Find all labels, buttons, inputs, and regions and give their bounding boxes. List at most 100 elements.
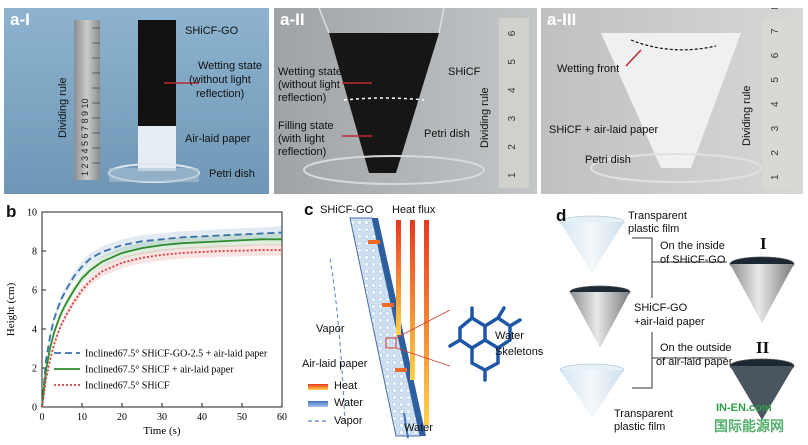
x-tick-label: 40 — [197, 412, 207, 423]
petri-dish — [590, 153, 762, 183]
panel-c: c SHiCF-GO Heat flux Vapor Air-laid pape… — [300, 198, 550, 445]
black-strip — [138, 20, 176, 128]
legend-water-label: Water — [334, 397, 363, 409]
dividing-rule-label: Dividing rule — [479, 87, 491, 148]
y-tick-label: 4 — [32, 325, 37, 336]
white-cone — [601, 33, 741, 168]
plastic2-label: plastic film — [614, 421, 666, 433]
clear-cone-bottom — [560, 370, 624, 418]
ruler — [74, 20, 100, 180]
on-outside-label: On the outside — [660, 342, 732, 354]
ruler-digits: 1 2 3 4 5 6 — [507, 20, 518, 178]
panel-d: d Transparent plastic film On the inside… — [552, 198, 808, 445]
legend-label-3: Inclined67.5° SHiCF — [85, 381, 170, 392]
panel-a2: a-II Wetting state (without light reflec… — [274, 8, 537, 194]
result-cone-1 — [730, 264, 794, 323]
panel-c-diagram — [308, 217, 522, 439]
roman-two: II — [756, 338, 770, 357]
black-cone — [329, 33, 439, 173]
heat-flux-bar-1 — [396, 220, 401, 335]
ruler-digits: 1 2 3 4 5 6 7 8 9 10 — [80, 98, 90, 176]
without-light-label: (without light — [189, 74, 251, 86]
x-tick-label: 10 — [77, 412, 87, 423]
legend-water-swatch — [308, 401, 328, 407]
vapor-label: Vapor — [316, 323, 345, 335]
plastic1-label: plastic film — [628, 223, 680, 235]
panel-tag-b: b — [6, 202, 17, 221]
skeleton-network — [448, 306, 522, 382]
y-tick-label: 6 — [32, 286, 37, 297]
x-tick-label: 20 — [117, 412, 127, 423]
panel-tag-c: c — [304, 200, 314, 219]
x-tick-label: 30 — [157, 412, 167, 423]
water-bottom-label: Water — [404, 422, 433, 434]
ruler — [763, 18, 795, 188]
x-tick-label: 60 — [277, 412, 287, 423]
on-inside-label: On the inside — [660, 240, 725, 252]
petri-dish — [303, 155, 485, 185]
reflection-label: reflection) — [278, 92, 327, 104]
y-tick-label: 10 — [27, 208, 37, 219]
clear-cone-top — [560, 222, 624, 273]
air-laid-label: Air-laid paper — [302, 358, 368, 370]
y-tick-label: 8 — [32, 247, 37, 258]
air-laid-label: +air-laid paper — [634, 316, 705, 328]
roman-one: I — [760, 234, 767, 253]
dividing-rule-label: Dividing rule — [57, 77, 69, 138]
series-line-1 — [41, 231, 283, 408]
x-axis-label: Time (s) — [143, 425, 181, 437]
y-axis-label: Height (cm) — [5, 282, 17, 336]
filling-state-label: Filling state — [278, 120, 334, 132]
shicf-go-label: SHiCF-GO — [320, 204, 374, 216]
x-tick-label: 50 — [237, 412, 247, 423]
panel-d-diagram — [559, 215, 795, 420]
legend-vapor-label: Vapor — [334, 415, 363, 427]
panel-a1-photo — [4, 8, 269, 194]
heat-flux-bar-2 — [410, 220, 415, 380]
y-tick-label: 2 — [32, 364, 37, 375]
transparent2-label: Transparent — [614, 408, 673, 420]
watermark-line1: IN-EN.com — [716, 402, 772, 414]
panel-tag: a-II — [280, 10, 305, 29]
series-line-2 — [41, 238, 282, 408]
legend-label-2: Inclined67.5° SHiCF + air-laid paper — [85, 365, 234, 376]
dividing-rule-label: Dividing rule — [741, 85, 753, 146]
panel-a3-photo — [541, 8, 803, 194]
x-tick-label: 0 — [40, 412, 45, 423]
shicf-air-label: SHiCF + air-laid paper — [549, 124, 659, 136]
of-air-laid-label: of air-laid paper — [656, 356, 733, 368]
legend-heat-swatch — [308, 384, 328, 390]
result-cone-2 — [730, 366, 794, 420]
skeletons-label: Skeletons — [495, 346, 544, 358]
shicf-go-label: SHiCF-GO — [634, 302, 688, 314]
petri-dish-label: Petri dish — [585, 154, 631, 166]
with-light-label: (with light — [278, 133, 325, 145]
reflection-label: reflection) — [196, 88, 245, 100]
panel-a2-photo — [274, 8, 537, 194]
panel-tag: a-III — [547, 10, 577, 29]
of-shicf-go-label: of SHiCF-GO — [660, 254, 726, 266]
watermark-logo: IN-EN.com 国际能源网 — [694, 402, 804, 442]
panel-tag-d: d — [556, 206, 567, 225]
series-line-3 — [41, 249, 282, 408]
panel-a1: a-I SHiCF-GO Wetting state (without ligh… — [4, 8, 269, 194]
ruler — [499, 18, 529, 188]
height-vs-time-chart: 0 10 20 30 40 50 60 0 2 4 6 8 10 Time (s) Height (cm) I… — [5, 208, 287, 438]
water-label: Water — [495, 330, 524, 342]
panel-a3: a-III Wetting front SHiCF + air-laid pap… — [541, 8, 803, 194]
y-tick-label: 0 — [32, 403, 37, 414]
heat-flux-label: Heat flux — [392, 204, 436, 216]
panel-tag: a-I — [10, 10, 30, 29]
petri-dish-label: Petri dish — [424, 128, 470, 140]
shicf-go-label: SHiCF-GO — [185, 25, 239, 37]
legend-label-1: Inclined67.5° SHiCF-GO-2.5 + air-laid pa… — [85, 349, 268, 360]
ruler-digits: 1 2 3 4 5 6 7 8 — [770, 8, 781, 180]
without-light-label: (without light — [278, 79, 340, 91]
watermark-line2: 国际能源网 — [714, 419, 784, 435]
legend-heat-label: Heat — [334, 380, 358, 392]
air-laid-label: Air-laid paper — [185, 133, 251, 145]
wetting-state-label: Wetting state — [278, 66, 342, 78]
shicf-label: SHiCF — [448, 66, 481, 78]
grey-cone-middle — [570, 292, 630, 348]
petri-dish-label: Petri dish — [209, 168, 255, 180]
